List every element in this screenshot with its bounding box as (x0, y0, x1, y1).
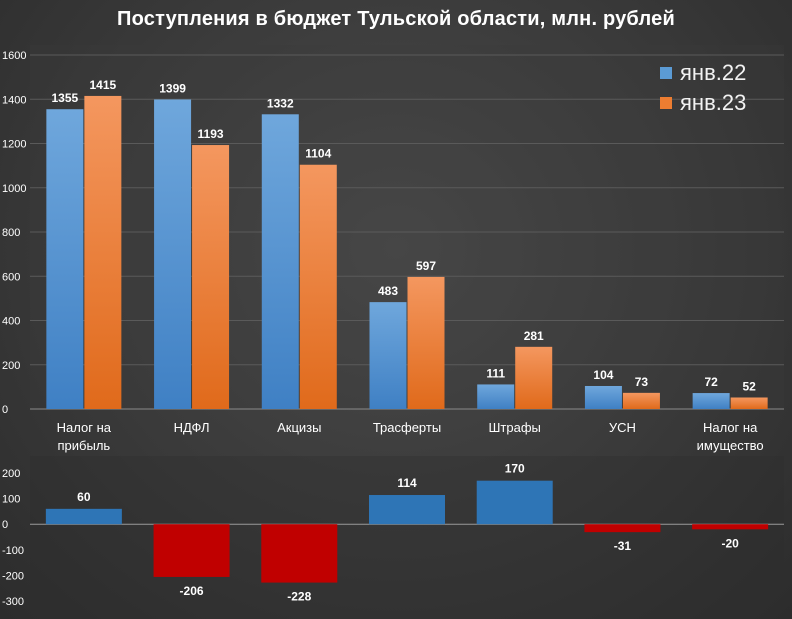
bar-series2 (299, 164, 337, 409)
data-label: 1332 (267, 96, 294, 110)
diff-data-label: 114 (397, 476, 417, 490)
y-tick-label: 1200 (2, 139, 26, 151)
bar-series1 (261, 114, 299, 410)
legend-label-series1: янв.22 (680, 60, 747, 85)
bar-series2 (622, 392, 660, 409)
data-label: 1355 (52, 91, 79, 105)
diff-data-label: 60 (77, 490, 91, 504)
bar-series2 (730, 397, 768, 409)
legend-label-series2: янв.23 (680, 90, 747, 115)
bar-series1 (692, 393, 730, 409)
y-tick-label: 0 (2, 404, 8, 416)
y-tick-label: 1000 (2, 183, 26, 195)
x-tick-label: Налог на (57, 420, 112, 435)
bar-series1 (154, 99, 192, 409)
diff-data-label: -20 (721, 536, 739, 550)
x-tick-label: имущество (697, 438, 764, 453)
diff-bar-negative (153, 524, 230, 577)
diff-bar-negative (261, 524, 338, 583)
diff-bar-positive (369, 495, 445, 525)
diff-y-tick-label: -100 (2, 545, 24, 557)
x-tick-label: НДФЛ (174, 420, 210, 435)
bar-series1 (477, 384, 515, 409)
legend-swatch-series1 (660, 67, 672, 79)
bar-series2 (407, 276, 445, 409)
bar-series1 (369, 302, 407, 409)
x-tick-label: Налог на (703, 420, 758, 435)
diff-data-label: 170 (505, 462, 525, 476)
data-label: 483 (378, 284, 398, 298)
diff-y-tick-label: -300 (2, 596, 24, 608)
data-label: 1399 (159, 81, 186, 95)
data-label: 73 (635, 375, 649, 389)
y-tick-label: 800 (2, 227, 20, 239)
chart-title: Поступления в бюджет Тульской области, м… (117, 8, 675, 30)
diff-y-tick-label: 100 (2, 494, 20, 506)
legend-swatch-series2 (660, 97, 672, 109)
data-label: 1415 (90, 78, 117, 92)
data-label: 1104 (305, 147, 331, 161)
data-label: 1193 (198, 127, 224, 141)
x-tick-label: Штрафы (489, 420, 541, 435)
diff-y-tick-label: 0 (2, 519, 8, 531)
diff-data-label: -228 (287, 590, 311, 604)
x-tick-label: прибыль (58, 438, 111, 453)
diff-y-tick-label: 200 (2, 468, 20, 480)
diff-data-label: -206 (180, 584, 204, 598)
data-label: 104 (593, 368, 613, 382)
data-label: 52 (742, 379, 756, 393)
diff-bar-positive (45, 508, 122, 525)
bar-series2 (515, 346, 553, 409)
data-label: 281 (524, 329, 544, 343)
x-tick-label: УСН (609, 420, 636, 435)
y-tick-label: 1600 (2, 50, 26, 62)
y-tick-label: 1400 (2, 94, 26, 106)
data-label: 111 (486, 366, 505, 380)
data-label: 597 (416, 259, 436, 273)
legend-item-series1: янв.22 (660, 58, 746, 88)
bar-series1 (46, 109, 84, 410)
diff-bar-positive (476, 480, 553, 525)
y-tick-label: 400 (2, 316, 20, 328)
bar-series2 (84, 95, 122, 410)
bar-series2 (192, 145, 230, 409)
x-tick-label: Трасферты (373, 420, 441, 435)
diff-bar-negative (584, 524, 661, 533)
diff-y-tick-label: -200 (2, 570, 24, 582)
diff-bar-negative (692, 524, 769, 530)
legend: янв.22 янв.23 (660, 58, 746, 118)
bar-series1 (584, 385, 622, 409)
y-tick-label: 200 (2, 360, 20, 372)
diff-data-label: -31 (614, 539, 632, 553)
y-tick-label: 600 (2, 271, 20, 283)
data-label: 72 (704, 375, 718, 389)
x-tick-label: Акцизы (277, 420, 321, 435)
legend-item-series2: янв.23 (660, 88, 746, 118)
